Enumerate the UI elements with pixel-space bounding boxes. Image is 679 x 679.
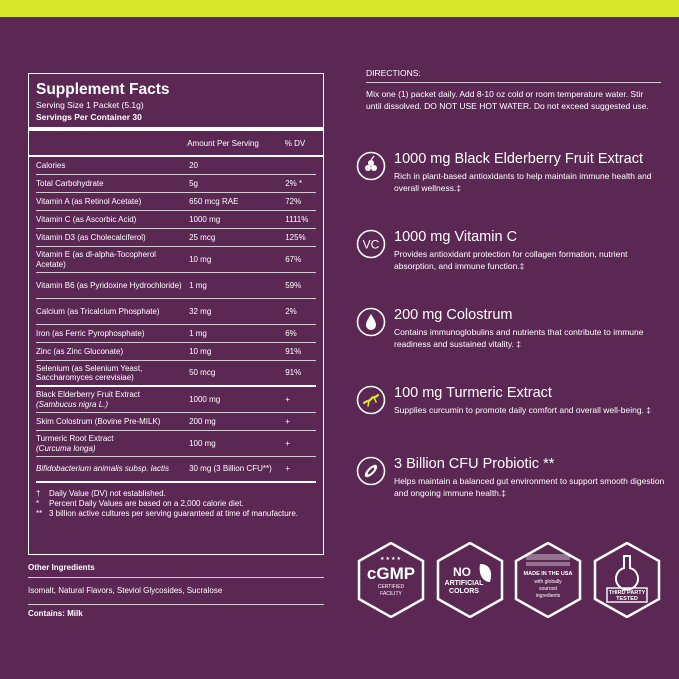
benefit-text: Provides antioxidant protection for coll…	[394, 249, 628, 271]
svg-text:VC: VC	[363, 238, 380, 252]
other-ingredients-heading: Other Ingredients	[28, 563, 95, 572]
benefit-title: 200 mg Colostrum	[394, 307, 513, 323]
nutrient-row: Calcium (as Tricalcium Phosphate) 32 mg 2%	[36, 299, 316, 325]
nutrient-row: Vitamin D3 (as Cholecalciferol) 25 mcg 125…	[36, 229, 316, 247]
directions-heading: DIRECTIONS:	[366, 68, 661, 83]
nutrient-row: Vitamin C (as Ascorbic Acid) 1000 mg 1111%	[36, 211, 316, 229]
nutrient-row: Selenium (as Selenium Yeast, Saccharomyc…	[36, 361, 316, 387]
botanical-row: Turmeric Root Extract (Curcuma longa) 100 …	[36, 431, 316, 457]
made-in-usa-badge: MADE IN THE USA with globally sourced in…	[514, 542, 582, 618]
vitamin-c-icon: VC	[356, 229, 386, 259]
benefit-text: Helps maintain a balanced gut environmen…	[394, 476, 665, 498]
nutrient-row: Calories 20	[36, 157, 316, 175]
benefit-text: Rich in plant-based antioxidants to help…	[394, 171, 652, 193]
serving-size: Serving Size 1 Packet (5.1g)	[36, 100, 144, 110]
benefit-title: 100 mg Turmeric Extract	[394, 385, 552, 401]
turmeric-root-icon	[356, 385, 386, 415]
nutrient-row: Vitamin E (as dl-alpha-Tocopherol Acetat…	[36, 247, 316, 273]
footnote: † Daily Value (DV) not established.	[36, 489, 166, 498]
directions-section: DIRECTIONS: Mix one (1) packet daily. Ad…	[366, 68, 661, 112]
facts-column-header: Amount Per Serving % DV	[36, 131, 316, 155]
footnotes: † Daily Value (DV) not established. * Perc…	[36, 489, 316, 519]
benefit-text: Contains immunoglobulins and nutrients t…	[394, 327, 644, 349]
amount-header: Amount Per Serving	[187, 138, 259, 148]
leaf-icon	[479, 564, 492, 582]
footnote: * Percent Daily Values are based on a 2,0…	[36, 499, 244, 508]
nutrient-row: Total Carbohydrate 5g 2% *	[36, 175, 316, 193]
no-artificial-colors-badge: NO ARTIFICIAL COLORS	[436, 542, 504, 618]
flag-icon	[526, 554, 570, 566]
footnote: ** 3 billion active cultures per serving …	[36, 509, 299, 518]
benefit-text: Supplies curcumin to promote daily comfo…	[394, 405, 652, 415]
supplement-facts-title: Supplement Facts	[36, 81, 170, 98]
third-party-tested-badge: THIRD PARTY TESTED	[593, 542, 661, 618]
dv-header: % DV	[284, 138, 306, 148]
flask-icon	[615, 555, 639, 591]
mid-rule	[29, 155, 323, 157]
directions-text: Mix one (1) packet daily. Add 8-10 oz co…	[366, 89, 649, 111]
benefit-title: 1000 mg Vitamin C	[394, 229, 518, 245]
milk-drop-icon	[356, 307, 386, 337]
allergen-contains: Contains: Milk	[28, 609, 83, 618]
cgmp-badge: ★★★★ cGMP CERTIFIED FACILITY	[357, 542, 425, 618]
probiotic-icon	[356, 456, 386, 486]
nutrient-row: Zinc (as Zinc Gluconate) 10 mg 91%	[36, 343, 316, 361]
servings-per-container: Servings Per Container 30	[36, 112, 142, 122]
elderberry-icon	[356, 151, 386, 181]
supplement-facts-panel: Supplement Facts Serving Size 1 Packet (…	[28, 73, 324, 555]
thick-rule	[29, 127, 323, 131]
other-ingredients: Other Ingredients Isomalt, Natural Flavo…	[28, 559, 324, 623]
other-ingredients-list: Isomalt, Natural Flavors, Steviol Glycos…	[28, 577, 324, 605]
benefit-title: 1000 mg Black Elderberry Fruit Extract	[394, 151, 644, 167]
botanical-row: Skim Colostrum (Bovine Pre-MILK) 200 mg +	[36, 413, 316, 431]
nutrient-row: Vitamin A (as Retinol Acetate) 650 mcg RA…	[36, 193, 316, 211]
benefit-title: 3 Billion CFU Probiotic **	[394, 456, 555, 472]
botanical-row: Black Elderberry Fruit Extract (Sambucus …	[36, 387, 316, 413]
nutrient-row: Vitamin B6 (as Pyridoxine Hydrochloride)…	[36, 273, 316, 299]
top-accent-bar	[0, 0, 679, 17]
botanical-row: Bifidobacterium animalis subsp. lactis 30…	[36, 457, 316, 483]
nutrient-row: Iron (as Ferric Pyrophosphate) 1 mg 6%	[36, 325, 316, 343]
